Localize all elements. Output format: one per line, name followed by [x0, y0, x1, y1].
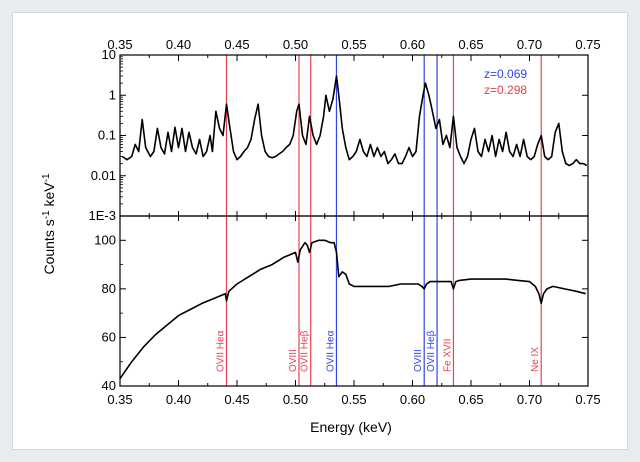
- y-axis-title: Counts s-1 keV-1: [41, 173, 57, 275]
- bottom-x-tick-label: 0.65: [458, 392, 483, 407]
- bottom-x-tick-label: 0.45: [224, 392, 249, 407]
- bottom-plot-frame: [119, 215, 589, 387]
- bottom-x-tick-label: 0.60: [400, 392, 425, 407]
- line-label-2: OVII Heβ: [300, 330, 311, 372]
- redshift-annotation-1: z=0.298: [484, 83, 527, 97]
- redshift-annotation-0: z=0.069: [484, 67, 527, 81]
- bottom-y-tick-label: 40: [102, 378, 116, 393]
- bottom-x-tick-label: 0.35: [107, 392, 132, 407]
- bottom-y-tick-label: 60: [102, 329, 116, 344]
- line-label-7: Ne IX: [530, 347, 541, 372]
- top-x-tick-label: 0.65: [458, 37, 483, 52]
- top-x-tick-label: 0.50: [283, 37, 308, 52]
- top-y-tick-label: 10: [102, 47, 116, 62]
- top-y-tick-label: 0.1: [98, 128, 116, 143]
- x-axis-title: Energy (keV): [310, 419, 392, 435]
- line-label-3: OVII Heα: [325, 330, 336, 372]
- bottom-x-tick-label: 0.40: [166, 392, 191, 407]
- top-x-tick-label: 0.45: [224, 37, 249, 52]
- top-x-tick-label: 0.75: [575, 37, 600, 52]
- bottom-spectrum-line: [119, 239, 586, 380]
- top-x-tick-label: 0.40: [166, 37, 191, 52]
- top-y-tick-label: 1E-3: [89, 208, 116, 223]
- figure-frame: [12, 12, 628, 450]
- top-spectrum-line: [121, 75, 588, 167]
- top-x-tick-label: 0.55: [341, 37, 366, 52]
- top-y-tick-label: 0.01: [91, 168, 116, 183]
- bottom-x-tick-label: 0.75: [575, 392, 600, 407]
- bottom-x-tick-label: 0.55: [341, 392, 366, 407]
- top-y-tick-label: 1: [109, 87, 116, 102]
- top-x-tick-label: 0.60: [400, 37, 425, 52]
- bottom-x-tick-label: 0.50: [283, 392, 308, 407]
- top-x-tick-label: 0.70: [517, 37, 542, 52]
- line-label-1: OVIII: [288, 349, 299, 372]
- line-label-6: Fe XVII: [442, 339, 453, 372]
- top-x-tick-label: 0.35: [107, 37, 132, 52]
- line-label-5: OVII Heβ: [426, 330, 437, 372]
- line-label-4: OVIII: [413, 349, 424, 372]
- bottom-y-tick-label: 100: [94, 232, 116, 247]
- bottom-y-tick-label: 80: [102, 281, 116, 296]
- bottom-x-tick-label: 0.70: [517, 392, 542, 407]
- line-label-0: OVII Heα: [215, 330, 226, 372]
